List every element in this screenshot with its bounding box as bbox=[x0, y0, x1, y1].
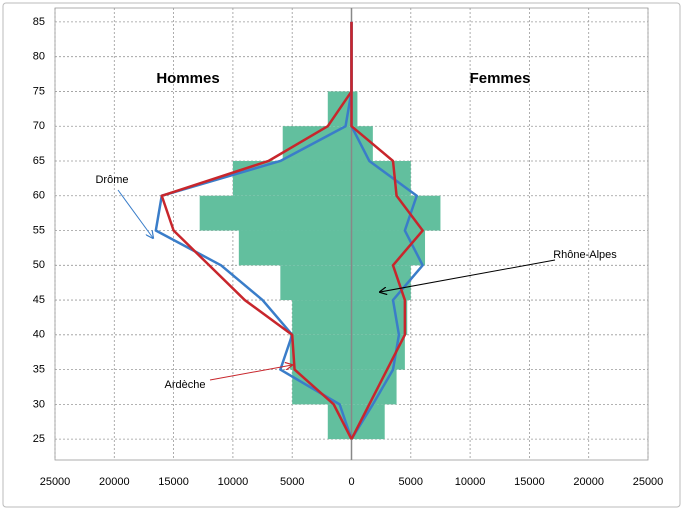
bar bbox=[238, 230, 352, 266]
y-tick-label: 35 bbox=[33, 364, 45, 376]
x-tick-label: 5000 bbox=[399, 476, 423, 488]
y-tick-label: 45 bbox=[33, 294, 45, 306]
y-tick-label: 60 bbox=[33, 190, 45, 202]
x-tick-label: 10000 bbox=[455, 476, 486, 488]
bar bbox=[351, 160, 411, 196]
annotation: Drôme bbox=[95, 174, 128, 186]
bar bbox=[199, 195, 352, 231]
arrow bbox=[117, 189, 153, 238]
x-tick-label: 25000 bbox=[40, 476, 71, 488]
y-tick-label: 55 bbox=[33, 224, 45, 236]
y-tick-label: 75 bbox=[33, 85, 45, 97]
arrow bbox=[209, 365, 292, 381]
x-tick-label: 20000 bbox=[99, 476, 130, 488]
y-tick-label: 50 bbox=[33, 259, 45, 271]
x-tick-label: 25000 bbox=[633, 476, 664, 488]
annotation: Femmes bbox=[470, 70, 531, 87]
bar bbox=[280, 265, 352, 301]
bar bbox=[327, 404, 352, 440]
y-tick-label: 80 bbox=[33, 51, 45, 63]
annotation: Hommes bbox=[156, 70, 219, 87]
x-tick-label: 15000 bbox=[158, 476, 189, 488]
x-tick-label: 0 bbox=[348, 476, 354, 488]
x-tick-label: 10000 bbox=[218, 476, 249, 488]
y-tick-label: 30 bbox=[33, 398, 45, 410]
bar bbox=[289, 334, 352, 370]
annotation: Rhône-Alpes bbox=[553, 249, 617, 261]
x-tick-label: 15000 bbox=[514, 476, 545, 488]
bar bbox=[351, 404, 385, 440]
x-tick-label: 20000 bbox=[573, 476, 604, 488]
y-tick-label: 25 bbox=[33, 433, 45, 445]
bar bbox=[292, 300, 352, 335]
y-tick-label: 40 bbox=[33, 329, 45, 341]
bar bbox=[351, 195, 441, 231]
bar bbox=[351, 91, 358, 127]
y-tick-label: 85 bbox=[33, 16, 45, 28]
y-tick-label: 65 bbox=[33, 155, 45, 167]
annotation: Ardèche bbox=[165, 379, 206, 391]
line bbox=[350, 21, 424, 440]
y-tick-label: 70 bbox=[33, 120, 45, 132]
x-tick-label: 5000 bbox=[280, 476, 304, 488]
arrow bbox=[380, 259, 556, 292]
